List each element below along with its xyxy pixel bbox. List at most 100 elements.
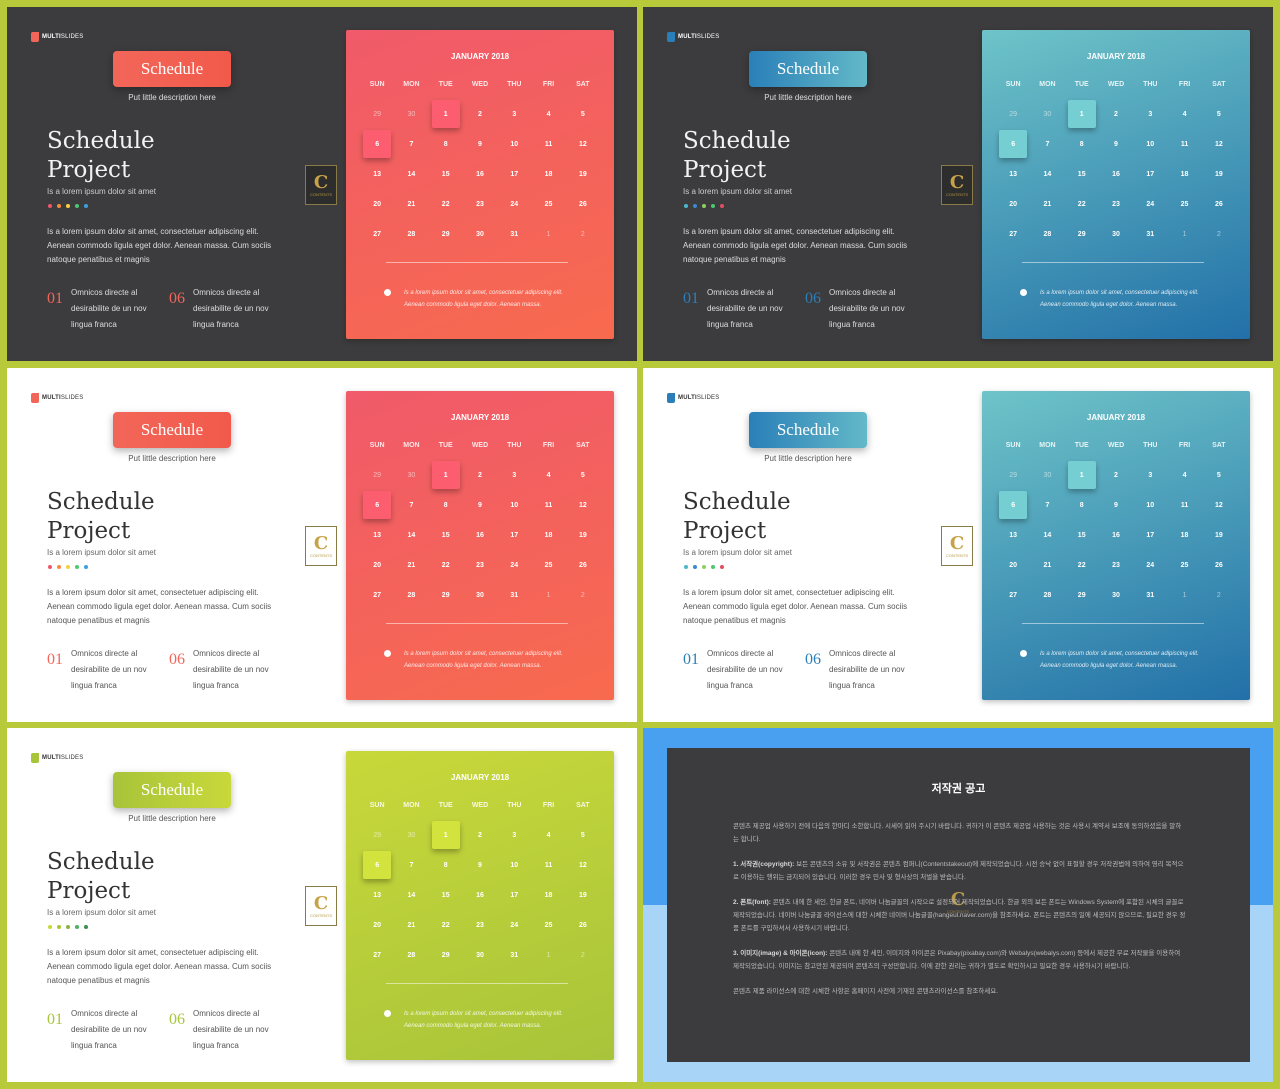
calendar-day[interactable]: 17 <box>497 168 531 198</box>
calendar-day[interactable]: 20 <box>360 198 394 228</box>
calendar-day[interactable]: 8 <box>429 499 463 529</box>
calendar-day[interactable]: 4 <box>531 469 565 499</box>
calendar-day[interactable]: 28 <box>394 949 428 979</box>
calendar-day[interactable]: 20 <box>996 559 1030 589</box>
calendar-day[interactable]: 9 <box>1099 138 1133 168</box>
calendar-day[interactable]: 30 <box>463 589 497 619</box>
calendar-day[interactable]: 19 <box>1202 529 1236 559</box>
calendar-day[interactable]: 13 <box>360 168 394 198</box>
calendar-day[interactable]: 2 <box>1099 469 1133 499</box>
calendar-day[interactable]: 22 <box>429 198 463 228</box>
schedule-button[interactable]: Schedule <box>749 51 867 87</box>
schedule-button[interactable]: Schedule <box>113 51 231 87</box>
calendar-day[interactable]: 11 <box>531 138 565 168</box>
calendar-day[interactable]: 22 <box>1065 559 1099 589</box>
calendar-day[interactable]: 23 <box>463 198 497 228</box>
calendar-day[interactable]: 14 <box>394 168 428 198</box>
calendar-day[interactable]: 10 <box>497 859 531 889</box>
calendar-day[interactable]: 30 <box>1099 589 1133 619</box>
calendar-day[interactable]: 5 <box>566 829 600 859</box>
schedule-button[interactable]: Schedule <box>113 772 231 808</box>
calendar-day[interactable]: 25 <box>531 559 565 589</box>
calendar-day-selected[interactable]: 6 <box>360 859 394 889</box>
calendar-day-selected[interactable]: 1 <box>1065 108 1099 138</box>
calendar-day[interactable]: 7 <box>394 859 428 889</box>
calendar-day[interactable]: 10 <box>1133 138 1167 168</box>
calendar-day-selected[interactable]: 1 <box>429 829 463 859</box>
calendar-day[interactable]: 7 <box>394 138 428 168</box>
calendar-day[interactable]: 30 <box>1099 228 1133 258</box>
calendar-day[interactable]: 9 <box>463 859 497 889</box>
calendar-day[interactable]: 18 <box>531 168 565 198</box>
calendar-day[interactable]: 12 <box>1202 138 1236 168</box>
calendar-day[interactable]: 17 <box>497 529 531 559</box>
calendar-day[interactable]: 12 <box>566 138 600 168</box>
calendar-day[interactable]: 15 <box>1065 168 1099 198</box>
calendar-day[interactable]: 30 <box>463 949 497 979</box>
calendar-day-selected[interactable]: 1 <box>429 108 463 138</box>
calendar-day[interactable]: 3 <box>497 108 531 138</box>
calendar-day[interactable]: 26 <box>1202 198 1236 228</box>
calendar-day[interactable]: 21 <box>394 559 428 589</box>
calendar-day[interactable]: 15 <box>429 529 463 559</box>
calendar-day[interactable]: 14 <box>1030 168 1064 198</box>
calendar-day[interactable]: 13 <box>360 529 394 559</box>
calendar-day[interactable]: 13 <box>996 168 1030 198</box>
calendar-day[interactable]: 1 <box>531 228 565 258</box>
calendar-day[interactable]: 23 <box>463 559 497 589</box>
calendar-day[interactable]: 14 <box>394 529 428 559</box>
slide-4[interactable]: MULTI SLIDES Schedule Put little descriptio… <box>643 368 1273 722</box>
calendar-day[interactable]: 2 <box>1202 589 1236 619</box>
calendar-day-selected[interactable]: 1 <box>429 469 463 499</box>
schedule-button[interactable]: Schedule <box>749 412 867 448</box>
calendar-day[interactable]: 21 <box>1030 198 1064 228</box>
calendar-day[interactable]: 29 <box>360 829 394 859</box>
calendar-day[interactable]: 4 <box>1167 469 1201 499</box>
calendar-day[interactable]: 29 <box>429 949 463 979</box>
slide-1[interactable]: MULTI SLIDES Schedule Put little descriptio… <box>7 7 637 361</box>
calendar-day[interactable]: 30 <box>394 829 428 859</box>
calendar-day[interactable]: 2 <box>463 108 497 138</box>
calendar-day[interactable]: 17 <box>1133 168 1167 198</box>
calendar-day[interactable]: 9 <box>463 499 497 529</box>
calendar-day[interactable]: 29 <box>429 589 463 619</box>
calendar-day[interactable]: 20 <box>996 198 1030 228</box>
calendar-day[interactable]: 28 <box>394 228 428 258</box>
calendar-day[interactable]: 3 <box>1133 108 1167 138</box>
schedule-button[interactable]: Schedule <box>113 412 231 448</box>
calendar-day[interactable]: 2 <box>1099 108 1133 138</box>
calendar-day[interactable]: 29 <box>1065 228 1099 258</box>
calendar-day[interactable]: 29 <box>996 469 1030 499</box>
calendar-day[interactable]: 26 <box>566 198 600 228</box>
calendar-day[interactable]: 17 <box>1133 529 1167 559</box>
calendar-day[interactable]: 12 <box>566 499 600 529</box>
calendar-day[interactable]: 8 <box>429 859 463 889</box>
calendar-day[interactable]: 18 <box>1167 168 1201 198</box>
calendar-day[interactable]: 14 <box>394 889 428 919</box>
calendar-day[interactable]: 4 <box>1167 108 1201 138</box>
calendar-day[interactable]: 30 <box>463 228 497 258</box>
calendar-day[interactable]: 8 <box>1065 138 1099 168</box>
calendar-day[interactable]: 16 <box>463 168 497 198</box>
calendar-day[interactable]: 12 <box>1202 499 1236 529</box>
calendar-day[interactable]: 26 <box>566 559 600 589</box>
calendar-day[interactable]: 22 <box>1065 198 1099 228</box>
calendar-day[interactable]: 31 <box>1133 228 1167 258</box>
calendar-day[interactable]: 24 <box>1133 559 1167 589</box>
calendar-day[interactable]: 1 <box>1167 589 1201 619</box>
calendar-day[interactable]: 30 <box>1030 469 1064 499</box>
calendar-day[interactable]: 3 <box>497 469 531 499</box>
calendar-day[interactable]: 20 <box>360 919 394 949</box>
calendar-day[interactable]: 23 <box>1099 559 1133 589</box>
calendar-day[interactable]: 15 <box>429 889 463 919</box>
calendar-day[interactable]: 30 <box>394 108 428 138</box>
calendar-day[interactable]: 27 <box>360 949 394 979</box>
calendar-day[interactable]: 24 <box>497 559 531 589</box>
calendar-day[interactable]: 11 <box>531 499 565 529</box>
calendar-day[interactable]: 21 <box>394 919 428 949</box>
calendar-day[interactable]: 26 <box>1202 559 1236 589</box>
calendar-day[interactable]: 29 <box>429 228 463 258</box>
calendar-day[interactable]: 8 <box>1065 499 1099 529</box>
calendar-day[interactable]: 21 <box>1030 559 1064 589</box>
copyright-notice-slide[interactable]: 저작권 공고 C CONTENTS 콘텐츠 제공업 사용하기 전에 다음의 한마… <box>643 728 1273 1082</box>
